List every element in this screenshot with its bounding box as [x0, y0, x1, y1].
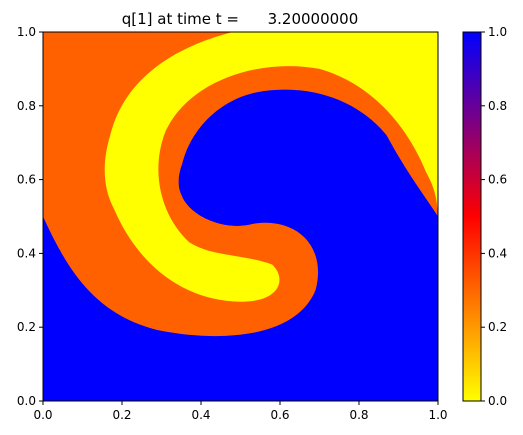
y-tick-label: 1.0	[17, 25, 36, 39]
y-tick-label: 0.0	[17, 394, 36, 408]
y-tick-label: 0.2	[17, 320, 36, 334]
colorbar-tick-label: 0.0	[488, 394, 507, 408]
x-axis: 0.0 0.2 0.4 0.6 0.8 1.0	[33, 401, 447, 422]
y-axis: 0.0 0.2 0.4 0.6 0.8 1.0	[17, 25, 43, 408]
x-tick-label: 0.6	[270, 408, 289, 422]
y-tick-label: 0.8	[17, 99, 36, 113]
x-tick-label: 0.8	[349, 408, 368, 422]
colorbar-tick-label: 0.4	[488, 246, 507, 260]
x-tick-label: 0.0	[33, 408, 52, 422]
colorbar-tick-label: 1.0	[488, 25, 507, 39]
y-tick-label: 0.6	[17, 173, 36, 187]
chart-title: q[1] at time t = 3.20000000	[122, 10, 359, 28]
colorbar-tick-label: 0.8	[488, 99, 507, 113]
colorbar-tick-label: 0.2	[488, 320, 507, 334]
y-tick-label: 0.4	[17, 246, 36, 260]
plot-area	[43, 32, 438, 401]
x-tick-label: 1.0	[428, 408, 447, 422]
colorbar-tick-label: 0.6	[488, 173, 507, 187]
x-tick-label: 0.2	[112, 408, 131, 422]
x-tick-label: 0.4	[191, 408, 210, 422]
colorbar-gradient	[463, 32, 481, 401]
colorbar: 0.0 0.2 0.4 0.6 0.8 1.0	[463, 25, 507, 408]
